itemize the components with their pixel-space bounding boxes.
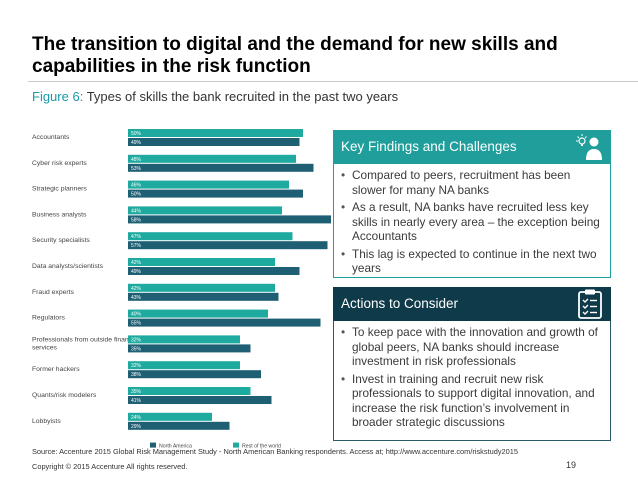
bar-value-label: 46% (131, 183, 142, 189)
category-label: Fraud experts (32, 289, 75, 296)
bar-rest-of-world (128, 412, 212, 421)
bar-value-label: 44% (131, 208, 142, 214)
bar-north-america (128, 292, 279, 301)
figure-caption: Figure 6: Types of skills the bank recru… (32, 89, 398, 104)
category-label: services (32, 344, 58, 351)
bar-north-america (128, 189, 303, 198)
category-label: Quants/risk modelers (32, 392, 97, 399)
bar-value-label: 24% (131, 415, 142, 421)
legend-label: North America (159, 444, 192, 450)
bar-rest-of-world (128, 154, 296, 163)
bar-north-america (128, 396, 272, 404)
category-label: Former hackers (32, 366, 80, 373)
action-item: Invest in training and recruit new risk … (338, 372, 606, 430)
bar-value-label: 48% (131, 157, 142, 163)
bar-value-label: 58% (131, 217, 142, 223)
category-label: Lobbyists (32, 418, 61, 425)
bar-rest-of-world (128, 361, 240, 370)
category-label: Security specialists (32, 237, 90, 244)
bar-value-label: 38% (131, 372, 142, 378)
bar-value-label: 49% (131, 269, 142, 275)
key-findings-title: Key Findings and Challenges (341, 139, 517, 154)
bar-value-label: 35% (131, 346, 142, 352)
bar-north-america (128, 163, 314, 172)
title-divider (28, 81, 638, 82)
bar-north-america (128, 215, 331, 224)
figure-label: Figure 6: (32, 89, 84, 104)
copyright: Copyright © 2015 Accenture All rights re… (32, 462, 188, 471)
bar-rest-of-world (128, 206, 282, 215)
actions-title: Actions to Consider (341, 296, 459, 311)
bar-value-label: 49% (131, 140, 142, 146)
source-note: Source: Accenture 2015 Global Risk Manag… (32, 447, 518, 456)
checklist-clipboard-icon (578, 289, 602, 319)
bar-rest-of-world (128, 129, 303, 137)
key-findings-body: Compared to peers, recruitment has been … (333, 164, 611, 278)
category-label: Professionals from outside financial (32, 336, 139, 343)
bar-rest-of-world (128, 335, 240, 344)
bar-value-label: 32% (131, 363, 142, 369)
bar-rest-of-world (128, 180, 289, 189)
bar-north-america (128, 318, 321, 327)
legend-swatch (233, 442, 239, 448)
bar-value-label: 57% (131, 243, 142, 249)
bar-value-label: 35% (131, 389, 142, 395)
bar-value-label: 40% (131, 312, 142, 318)
category-label: Cyber risk experts (32, 160, 87, 167)
key-finding-item: This lag is expected to continue in the … (338, 247, 606, 276)
bar-value-label: 29% (131, 424, 142, 430)
action-item: To keep pace with the innovation and gro… (338, 325, 606, 369)
bar-north-america (128, 138, 300, 146)
category-label: Accountants (32, 134, 70, 141)
category-label: Data analysts/scientists (32, 263, 104, 270)
bar-value-label: 42% (131, 260, 142, 266)
figure-caption-text: Types of skills the bank recruited in th… (83, 89, 399, 104)
page-number: 19 (566, 460, 577, 470)
bar-north-america (128, 370, 261, 379)
bar-value-label: 32% (131, 337, 142, 343)
bar-value-label: 41% (131, 398, 142, 404)
category-label: Strategic planners (32, 186, 87, 193)
key-finding-item: Compared to peers, recruitment has been … (338, 168, 606, 197)
bar-rest-of-world (128, 309, 268, 318)
skills-bar-chart: Accountants 50% 49% Cyber risk experts 48% 53… (32, 129, 331, 450)
legend-label: Rest of the world (242, 444, 281, 450)
bar-rest-of-world (128, 283, 275, 292)
bar-value-label: 47% (131, 234, 142, 240)
bar-rest-of-world (128, 258, 275, 266)
bar-rest-of-world (128, 232, 293, 241)
bar-value-label: 43% (131, 295, 142, 301)
slide-title: The transition to digital and the demand… (32, 34, 558, 77)
legend-swatch (150, 442, 156, 448)
key-findings-header: Key Findings and Challenges (333, 130, 611, 164)
bar-value-label: 50% (131, 131, 142, 137)
idea-person-icon (576, 134, 602, 160)
bar-value-label: 53% (131, 166, 142, 172)
category-label: Business analysts (32, 211, 87, 218)
bar-north-america (128, 241, 328, 250)
actions-header: Actions to Consider (333, 287, 611, 321)
actions-body: To keep pace with the innovation and gro… (333, 321, 611, 441)
bar-rest-of-world (128, 387, 251, 395)
key-finding-item: As a result, NA banks have recruited les… (338, 200, 606, 244)
category-label: Regulators (32, 315, 65, 322)
bar-north-america (128, 344, 251, 353)
bar-value-label: 55% (131, 321, 142, 327)
bar-north-america (128, 421, 230, 430)
bar-value-label: 42% (131, 286, 142, 292)
bar-north-america (128, 267, 300, 275)
bar-value-label: 50% (131, 192, 142, 198)
